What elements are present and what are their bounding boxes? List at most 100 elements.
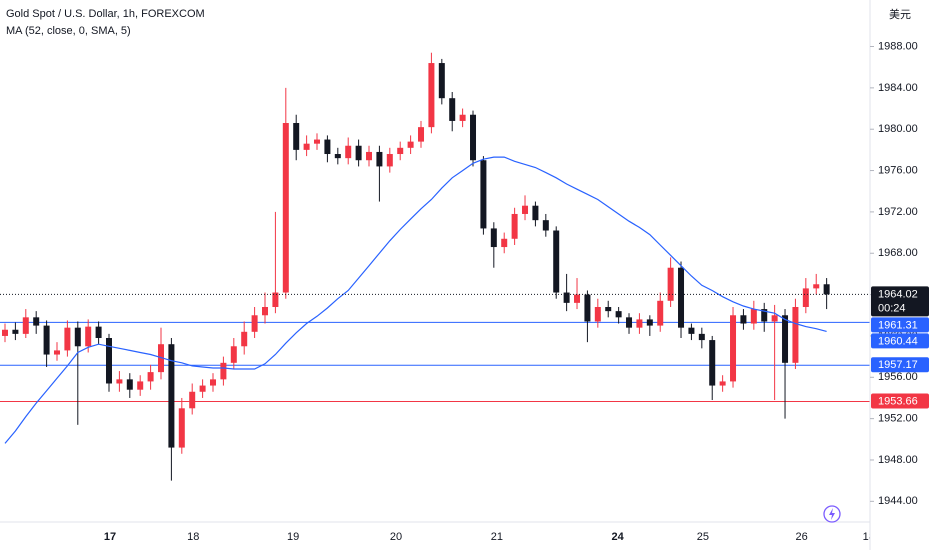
candle-body: [105, 338, 112, 384]
price-label: 1957.17: [878, 359, 918, 371]
candle-body: [262, 306, 269, 316]
x-tick-label: 19: [287, 531, 299, 543]
candle-body: [501, 238, 508, 248]
price-label: 1961.31: [878, 319, 918, 331]
candle-body: [657, 300, 664, 326]
candle-body: [542, 220, 549, 231]
y-tick-label: 1972.00: [878, 206, 918, 218]
candle-body: [386, 154, 393, 167]
candle-body: [418, 127, 425, 142]
price-label-box: [871, 357, 929, 373]
candle-body: [199, 385, 206, 392]
candle-body: [293, 123, 300, 150]
candle-body: [22, 317, 29, 334]
candle-body: [771, 315, 778, 322]
candle-body: [761, 309, 768, 322]
icon-bolt: [829, 508, 835, 520]
candle-body: [324, 139, 331, 155]
price-label-box: [871, 333, 929, 349]
candle-body: [594, 306, 601, 322]
candle-body: [490, 228, 497, 248]
y-tick-label: 1984.00: [878, 82, 918, 94]
price-axis-panel: [870, 0, 932, 550]
candle-body: [241, 331, 248, 347]
candle-body: [636, 319, 643, 328]
y-tick-label: 1980.00: [878, 123, 918, 135]
candle-body: [116, 379, 123, 384]
candle-body: [74, 327, 81, 347]
x-tick-label: 20: [390, 531, 402, 543]
y-tick-label: 1952.00: [878, 413, 918, 425]
candle-body: [85, 326, 92, 347]
y-tick-label: 1988.00: [878, 40, 918, 52]
candle-body: [345, 145, 352, 159]
candle-body: [615, 311, 622, 318]
candle-body: [688, 327, 695, 334]
candle-body: [43, 325, 50, 355]
candle-body: [782, 315, 789, 363]
candle-body: [511, 213, 518, 239]
candle-body: [220, 362, 227, 380]
candle-body: [480, 160, 487, 229]
candle-body: [210, 379, 217, 386]
price-label: 1960.44: [878, 335, 918, 347]
candle-body: [470, 114, 477, 161]
candle-body: [553, 230, 560, 293]
candle-body: [376, 151, 383, 167]
x-tick-label: 18: [187, 531, 199, 543]
candle-body: [12, 329, 19, 334]
plot-area: 171819202124252618:: [0, 52, 878, 543]
price-label-box: [871, 286, 929, 317]
candle-body: [522, 205, 529, 214]
y-tick-label: 1948.00: [878, 454, 918, 466]
candle-body: [53, 350, 60, 355]
candle-body: [366, 151, 373, 161]
candle-body: [397, 147, 404, 155]
candle-body: [407, 141, 414, 148]
lightning-icon[interactable]: [823, 505, 841, 523]
candle-body: [459, 114, 466, 121]
candle-body: [605, 306, 612, 312]
candle-body: [667, 267, 674, 301]
candle-body: [449, 98, 456, 121]
candle-body: [792, 306, 799, 363]
candle-body: [33, 317, 40, 326]
y-tick-label: 1956.00: [878, 371, 918, 383]
candle-body: [126, 379, 133, 390]
candle-body: [802, 288, 809, 307]
y-tick-label: 1976.00: [878, 164, 918, 176]
candle-body: [719, 381, 726, 386]
candle-body: [750, 309, 757, 324]
x-tick-label: 26: [796, 531, 808, 543]
x-tick-label: 25: [697, 531, 709, 543]
x-tick-label: 24: [611, 531, 624, 543]
candle-body: [137, 381, 144, 390]
currency[interactable]: 美元: [889, 8, 911, 21]
candle-body: [532, 205, 539, 221]
y-tick-label: 1944.00: [878, 495, 918, 507]
x-tick-label: 21: [491, 531, 503, 543]
candle-body: [251, 315, 258, 332]
candle-body: [334, 154, 341, 159]
candle-body: [574, 294, 581, 303]
candle-body: [272, 292, 279, 307]
candle-body: [678, 267, 685, 328]
price-axis: 1988.00 1984.00 1980.00 1976.00 1972.00 1968.…: [870, 40, 929, 507]
price-label: 1953.66: [878, 395, 918, 407]
y-tick-label: 1968.00: [878, 247, 918, 259]
indicator-label: MA (52, close, 0, SMA, 5): [6, 25, 131, 37]
candle-body: [355, 145, 362, 161]
candle-body: [1, 329, 8, 336]
candle-body: [64, 327, 71, 351]
candle-body: [823, 284, 830, 295]
candle-body: [730, 315, 737, 382]
candle-body: [168, 344, 175, 448]
icon-ring: [823, 505, 841, 523]
candle-body: [147, 372, 154, 382]
candle-body: [178, 408, 185, 448]
candle-body: [95, 326, 102, 339]
candle-body: [230, 346, 237, 363]
price-label-box: [871, 393, 929, 409]
